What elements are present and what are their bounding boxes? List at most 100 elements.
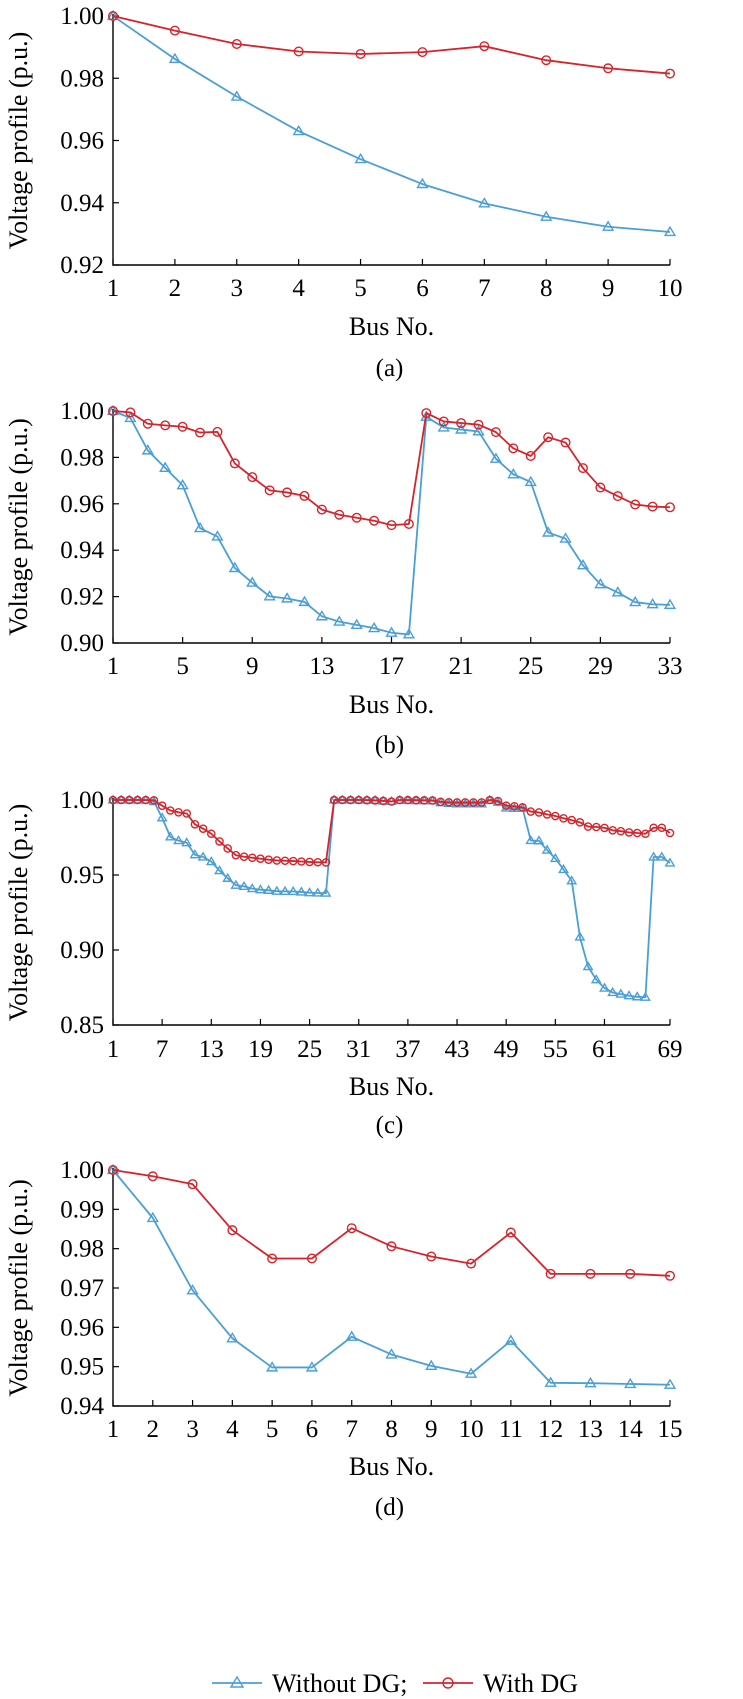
data-point-with-dg xyxy=(632,828,642,838)
data-point-with-dg xyxy=(362,795,372,805)
data-point-without-dg xyxy=(287,885,299,896)
data-point-with-dg xyxy=(182,809,192,818)
x-tick-label: 13 xyxy=(578,1416,603,1443)
data-point-with-dg xyxy=(585,1268,596,1279)
data-point-with-dg xyxy=(600,823,609,833)
x-tick-label: 9 xyxy=(602,275,615,302)
y-axis-title: Voltage profile (p.u.) xyxy=(4,32,33,250)
data-point-without-dg xyxy=(173,835,184,845)
data-point-without-dg xyxy=(295,886,307,896)
data-point-without-dg xyxy=(315,610,328,621)
data-point-without-dg xyxy=(455,423,468,434)
x-tick-label: 29 xyxy=(588,653,613,680)
x-axis-title: Bus No. xyxy=(349,1072,434,1101)
y-tick-label: 0.98 xyxy=(60,65,104,92)
data-point-without-dg xyxy=(222,872,234,882)
y-tick-label: 0.85 xyxy=(60,1012,104,1039)
data-point-with-dg xyxy=(107,10,118,22)
x-tick-label: 2 xyxy=(147,1416,160,1443)
data-point-with-dg xyxy=(395,795,404,805)
x-tick-label: 10 xyxy=(658,275,683,302)
data-point-with-dg xyxy=(647,501,658,512)
x-tick-label: 13 xyxy=(199,1036,224,1063)
x-tick-label: 5 xyxy=(176,653,189,680)
data-point-with-dg xyxy=(641,829,650,839)
data-point-without-dg xyxy=(574,931,586,941)
x-tick-label: 14 xyxy=(618,1416,644,1443)
x-tick-label: 9 xyxy=(246,653,259,680)
data-point-without-dg xyxy=(623,990,635,1000)
data-point-with-dg xyxy=(444,797,454,807)
data-point-without-dg xyxy=(663,1378,677,1389)
x-axis-title: Bus No. xyxy=(349,312,434,341)
data-point-with-dg xyxy=(346,795,355,805)
data-point-without-dg xyxy=(106,9,120,21)
x-tick-label: 4 xyxy=(292,275,305,302)
data-point-without-dg xyxy=(176,478,189,490)
y-tick-label: 0.98 xyxy=(60,444,104,471)
x-tick-label: 6 xyxy=(306,1416,319,1443)
data-point-without-dg xyxy=(385,626,398,637)
data-point-with-dg xyxy=(247,853,257,863)
data-point-with-dg xyxy=(313,857,323,867)
data-point-with-dg xyxy=(657,823,667,833)
legend-triangle-icon xyxy=(229,1675,245,1688)
data-point-without-dg xyxy=(525,834,537,845)
x-tick-label: 1 xyxy=(107,1416,120,1443)
data-point-with-dg xyxy=(386,520,397,531)
x-axis-title: Bus No. xyxy=(349,690,434,719)
data-point-without-dg xyxy=(298,595,311,607)
x-tick-label: 17 xyxy=(379,653,404,680)
data-point-without-dg xyxy=(549,852,561,863)
legend-label-with-dg: With DG xyxy=(483,1669,578,1698)
data-point-without-dg xyxy=(601,220,615,231)
data-point-with-dg xyxy=(436,797,445,807)
data-point-without-dg xyxy=(542,526,555,537)
y-axis-title: Voltage profile (p.u.) xyxy=(4,804,33,1022)
data-point-with-dg xyxy=(501,801,511,811)
x-tick-label: 1 xyxy=(107,275,120,302)
data-point-without-dg xyxy=(508,802,520,813)
data-point-with-dg xyxy=(479,41,490,52)
data-point-with-dg xyxy=(505,1227,516,1238)
data-point-with-dg xyxy=(141,795,151,805)
data-point-without-dg xyxy=(238,880,250,891)
y-tick-label: 0.97 xyxy=(60,1275,104,1302)
data-point-without-dg xyxy=(350,618,363,630)
data-point-with-dg xyxy=(142,418,153,429)
data-point-without-dg xyxy=(205,856,217,866)
data-point-with-dg xyxy=(541,55,552,66)
chart-legend: Without DG; With DG xyxy=(212,1669,578,1698)
data-point-without-dg xyxy=(106,1163,120,1175)
data-point-without-dg xyxy=(230,879,242,889)
y-tick-label: 0.95 xyxy=(60,862,104,889)
data-point-with-dg xyxy=(608,826,617,835)
data-point-with-dg xyxy=(227,1225,238,1236)
data-point-with-dg xyxy=(665,502,676,513)
series-line-with xyxy=(112,15,671,75)
data-point-with-dg xyxy=(428,796,437,805)
data-point-with-dg xyxy=(174,808,183,817)
x-tick-label: 37 xyxy=(395,1036,420,1063)
data-point-with-dg xyxy=(149,796,159,805)
data-point-without-dg xyxy=(594,578,607,589)
data-point-without-dg xyxy=(214,865,225,875)
data-point-with-dg xyxy=(624,828,634,837)
series-line-with xyxy=(112,1169,671,1277)
panel-label: (c) xyxy=(376,1112,404,1139)
data-point-without-dg xyxy=(106,404,120,416)
data-point-without-dg xyxy=(584,1376,597,1388)
data-point-with-dg xyxy=(177,421,188,432)
x-tick-label: 7 xyxy=(478,275,491,302)
legend-circle-icon xyxy=(442,1677,454,1689)
data-point-without-dg xyxy=(141,444,154,455)
data-point-with-dg xyxy=(595,482,606,493)
data-point-without-dg xyxy=(656,851,668,861)
data-point-with-dg xyxy=(508,443,519,454)
chart-panel: 0.92 0.94 0.96 0.98 1.00 1 2 3 4 5 6 7 8 9 10 Bus No. Vo… xyxy=(4,3,683,382)
data-point-without-dg xyxy=(541,844,553,854)
x-tick-label: 55 xyxy=(543,1036,568,1063)
data-point-without-dg xyxy=(271,885,283,895)
data-point-with-dg xyxy=(293,46,304,57)
